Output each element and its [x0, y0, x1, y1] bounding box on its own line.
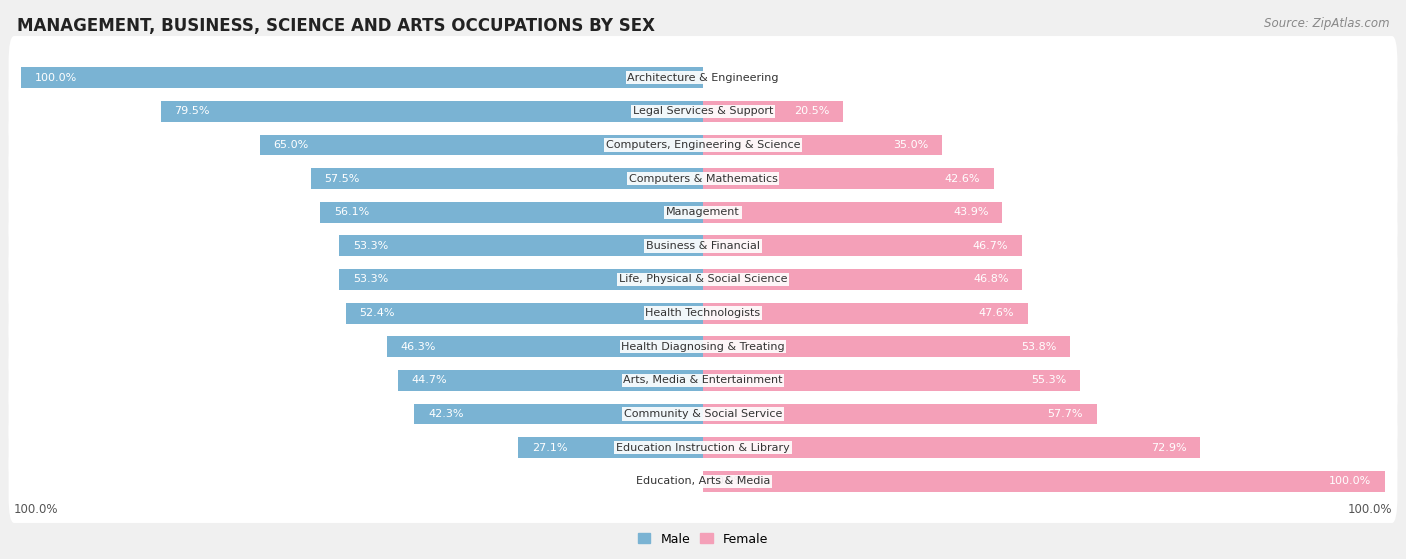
FancyBboxPatch shape — [8, 103, 1398, 187]
Text: MANAGEMENT, BUSINESS, SCIENCE AND ARTS OCCUPATIONS BY SEX: MANAGEMENT, BUSINESS, SCIENCE AND ARTS O… — [17, 17, 655, 35]
FancyBboxPatch shape — [8, 406, 1398, 489]
Text: 46.8%: 46.8% — [973, 274, 1008, 285]
Bar — [398, 370, 703, 391]
Text: Community & Social Service: Community & Social Service — [624, 409, 782, 419]
Text: 56.1%: 56.1% — [335, 207, 370, 217]
Text: 65.0%: 65.0% — [273, 140, 308, 150]
Text: Education Instruction & Library: Education Instruction & Library — [616, 443, 790, 453]
FancyBboxPatch shape — [8, 372, 1398, 456]
Bar — [703, 202, 1002, 222]
Text: 20.5%: 20.5% — [794, 106, 830, 116]
FancyBboxPatch shape — [8, 272, 1398, 355]
FancyBboxPatch shape — [8, 204, 1398, 287]
Text: 100.0%: 100.0% — [14, 503, 59, 516]
Text: 53.3%: 53.3% — [353, 274, 388, 285]
Bar — [703, 471, 1385, 492]
Bar — [703, 235, 1022, 256]
Text: 43.9%: 43.9% — [953, 207, 988, 217]
Text: 46.3%: 46.3% — [401, 342, 436, 352]
Text: 57.5%: 57.5% — [325, 174, 360, 183]
Text: Management: Management — [666, 207, 740, 217]
Text: 79.5%: 79.5% — [174, 106, 209, 116]
Bar — [387, 337, 703, 357]
FancyBboxPatch shape — [8, 305, 1398, 389]
Bar — [703, 404, 1097, 424]
Text: Arts, Media & Entertainment: Arts, Media & Entertainment — [623, 376, 783, 385]
FancyBboxPatch shape — [8, 70, 1398, 153]
Text: 53.8%: 53.8% — [1021, 342, 1056, 352]
Bar — [703, 101, 842, 122]
Legend: Male, Female: Male, Female — [633, 528, 773, 551]
Bar — [339, 269, 703, 290]
Text: Computers, Engineering & Science: Computers, Engineering & Science — [606, 140, 800, 150]
Text: Legal Services & Support: Legal Services & Support — [633, 106, 773, 116]
Bar — [703, 437, 1201, 458]
Text: 55.3%: 55.3% — [1032, 376, 1067, 385]
Text: Health Technologists: Health Technologists — [645, 308, 761, 318]
Bar — [160, 101, 703, 122]
Bar — [321, 202, 703, 222]
Text: 47.6%: 47.6% — [979, 308, 1014, 318]
Text: 53.3%: 53.3% — [353, 241, 388, 251]
FancyBboxPatch shape — [8, 439, 1398, 523]
Bar — [260, 135, 703, 155]
Text: 72.9%: 72.9% — [1152, 443, 1187, 453]
Bar — [703, 135, 942, 155]
Text: 57.7%: 57.7% — [1047, 409, 1083, 419]
Text: 44.7%: 44.7% — [412, 376, 447, 385]
Bar — [415, 404, 703, 424]
Text: Business & Financial: Business & Financial — [645, 241, 761, 251]
Text: 27.1%: 27.1% — [531, 443, 567, 453]
Bar — [311, 168, 703, 189]
Text: Health Diagnosing & Treating: Health Diagnosing & Treating — [621, 342, 785, 352]
Bar — [519, 437, 703, 458]
FancyBboxPatch shape — [8, 238, 1398, 321]
Text: Architecture & Engineering: Architecture & Engineering — [627, 73, 779, 83]
Bar — [21, 67, 703, 88]
Bar — [703, 269, 1022, 290]
Text: 42.3%: 42.3% — [427, 409, 464, 419]
Text: 42.6%: 42.6% — [945, 174, 980, 183]
Text: 46.7%: 46.7% — [973, 241, 1008, 251]
Text: 0.0%: 0.0% — [717, 476, 745, 486]
Text: Education, Arts & Media: Education, Arts & Media — [636, 476, 770, 486]
Bar — [703, 370, 1080, 391]
Text: 35.0%: 35.0% — [893, 140, 928, 150]
Text: 100.0%: 100.0% — [1329, 476, 1371, 486]
Text: 0.0%: 0.0% — [661, 73, 689, 83]
Bar — [339, 235, 703, 256]
Bar — [703, 168, 994, 189]
FancyBboxPatch shape — [8, 36, 1398, 120]
Text: 100.0%: 100.0% — [1347, 503, 1392, 516]
FancyBboxPatch shape — [8, 170, 1398, 254]
Text: Source: ZipAtlas.com: Source: ZipAtlas.com — [1264, 17, 1389, 30]
Text: Computers & Mathematics: Computers & Mathematics — [628, 174, 778, 183]
Bar — [703, 337, 1070, 357]
Bar — [703, 303, 1028, 324]
Text: 52.4%: 52.4% — [359, 308, 395, 318]
FancyBboxPatch shape — [8, 137, 1398, 220]
Text: 100.0%: 100.0% — [35, 73, 77, 83]
FancyBboxPatch shape — [8, 339, 1398, 422]
Text: Life, Physical & Social Science: Life, Physical & Social Science — [619, 274, 787, 285]
Bar — [346, 303, 703, 324]
